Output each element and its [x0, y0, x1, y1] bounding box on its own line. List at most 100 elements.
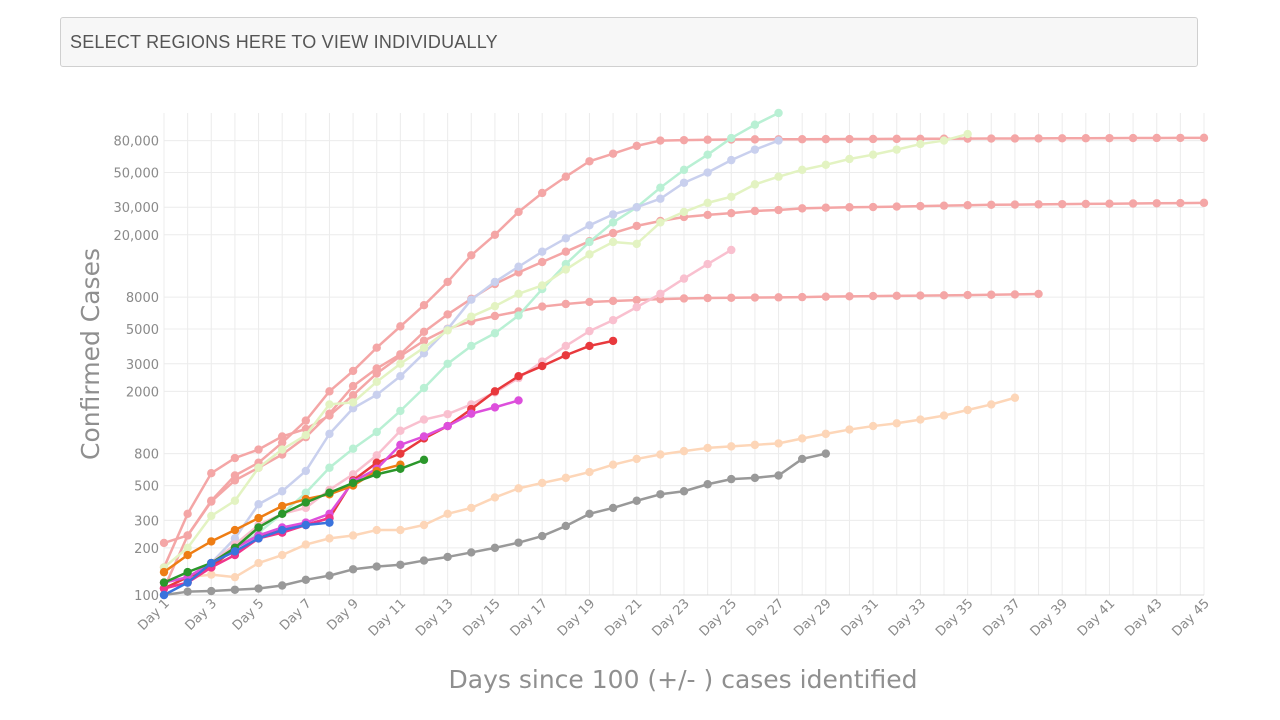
data-point[interactable] [183, 531, 192, 540]
data-point[interactable] [679, 135, 689, 145]
data-point[interactable] [277, 525, 287, 535]
data-point[interactable] [774, 293, 783, 302]
data-point[interactable] [963, 129, 972, 139]
data-point[interactable] [987, 200, 996, 209]
data-point[interactable] [372, 369, 381, 378]
data-point[interactable] [325, 488, 334, 497]
data-point[interactable] [656, 218, 665, 227]
data-point[interactable] [1057, 199, 1067, 209]
data-point[interactable] [797, 292, 807, 302]
data-point[interactable] [490, 543, 500, 553]
data-point[interactable] [774, 205, 783, 215]
data-point[interactable] [207, 570, 216, 579]
data-point[interactable] [325, 463, 334, 472]
data-point[interactable] [963, 290, 972, 300]
data-point[interactable] [1010, 393, 1020, 402]
data-point[interactable] [183, 550, 192, 560]
data-point[interactable] [396, 359, 405, 368]
data-point[interactable] [348, 366, 358, 376]
data-point[interactable] [183, 543, 192, 553]
data-point[interactable] [301, 430, 311, 440]
data-point[interactable] [916, 415, 925, 424]
data-point[interactable] [797, 204, 807, 213]
data-point[interactable] [868, 291, 878, 301]
data-point[interactable] [845, 292, 854, 301]
data-point[interactable] [514, 262, 523, 271]
data-point[interactable] [703, 293, 712, 303]
data-point[interactable] [892, 202, 901, 211]
data-point[interactable] [632, 496, 641, 505]
data-point[interactable] [396, 406, 405, 416]
data-point[interactable] [372, 343, 381, 352]
data-point[interactable] [608, 210, 618, 219]
data-point[interactable] [585, 467, 594, 477]
data-point[interactable] [396, 322, 405, 331]
data-point[interactable] [892, 145, 901, 154]
data-point[interactable] [703, 480, 712, 489]
data-point[interactable] [348, 381, 358, 391]
data-point[interactable] [537, 478, 547, 488]
data-point[interactable] [679, 294, 689, 303]
data-point[interactable] [797, 454, 807, 464]
data-point[interactable] [656, 289, 665, 298]
data-point[interactable] [396, 440, 405, 450]
data-point[interactable] [419, 520, 429, 530]
data-point[interactable] [585, 221, 594, 230]
data-point[interactable] [750, 180, 760, 189]
data-point[interactable] [750, 135, 760, 144]
data-point[interactable] [159, 590, 169, 600]
data-point[interactable] [608, 503, 618, 513]
data-point[interactable] [443, 421, 452, 431]
data-point[interactable] [774, 439, 783, 448]
data-point[interactable] [325, 411, 334, 420]
data-point[interactable] [561, 299, 571, 309]
data-point[interactable] [325, 400, 334, 409]
data-point[interactable] [703, 198, 712, 208]
data-point[interactable] [608, 315, 618, 325]
data-point[interactable] [892, 134, 901, 144]
data-point[interactable] [372, 377, 381, 387]
data-point[interactable] [703, 210, 712, 220]
data-point[interactable] [277, 509, 287, 519]
data-point[interactable] [325, 571, 334, 580]
data-point[interactable] [632, 141, 641, 151]
data-point[interactable] [1010, 290, 1020, 299]
data-point[interactable] [987, 134, 996, 143]
data-point[interactable] [348, 531, 358, 540]
data-point[interactable] [537, 188, 547, 198]
data-point[interactable] [372, 470, 381, 479]
data-point[interactable] [325, 534, 334, 543]
data-point[interactable] [230, 585, 240, 594]
data-point[interactable] [868, 421, 878, 431]
data-point[interactable] [443, 552, 452, 562]
data-point[interactable] [277, 487, 287, 496]
data-point[interactable] [467, 341, 476, 351]
data-point[interactable] [254, 523, 263, 532]
data-point[interactable] [207, 511, 216, 521]
data-point[interactable] [325, 387, 334, 396]
data-point[interactable] [348, 444, 358, 453]
data-point[interactable] [230, 453, 240, 463]
data-point[interactable] [703, 168, 712, 177]
data-point[interactable] [301, 416, 311, 425]
data-point[interactable] [396, 449, 405, 458]
data-point[interactable] [632, 295, 641, 305]
data-point[interactable] [656, 183, 665, 192]
data-point[interactable] [727, 208, 736, 218]
data-point[interactable] [230, 496, 240, 505]
data-point[interactable] [632, 239, 641, 249]
data-point[interactable] [821, 292, 831, 301]
data-point[interactable] [561, 351, 571, 360]
data-point[interactable] [254, 445, 263, 454]
data-point[interactable] [703, 443, 712, 453]
data-point[interactable] [727, 442, 736, 451]
data-point[interactable] [821, 203, 831, 212]
data-point[interactable] [159, 538, 169, 548]
data-point[interactable] [230, 547, 240, 556]
data-point[interactable] [797, 165, 807, 175]
data-point[interactable] [656, 450, 665, 459]
data-point[interactable] [207, 468, 216, 478]
data-point[interactable] [987, 290, 996, 299]
data-point[interactable] [419, 432, 429, 441]
data-point[interactable] [348, 404, 358, 413]
